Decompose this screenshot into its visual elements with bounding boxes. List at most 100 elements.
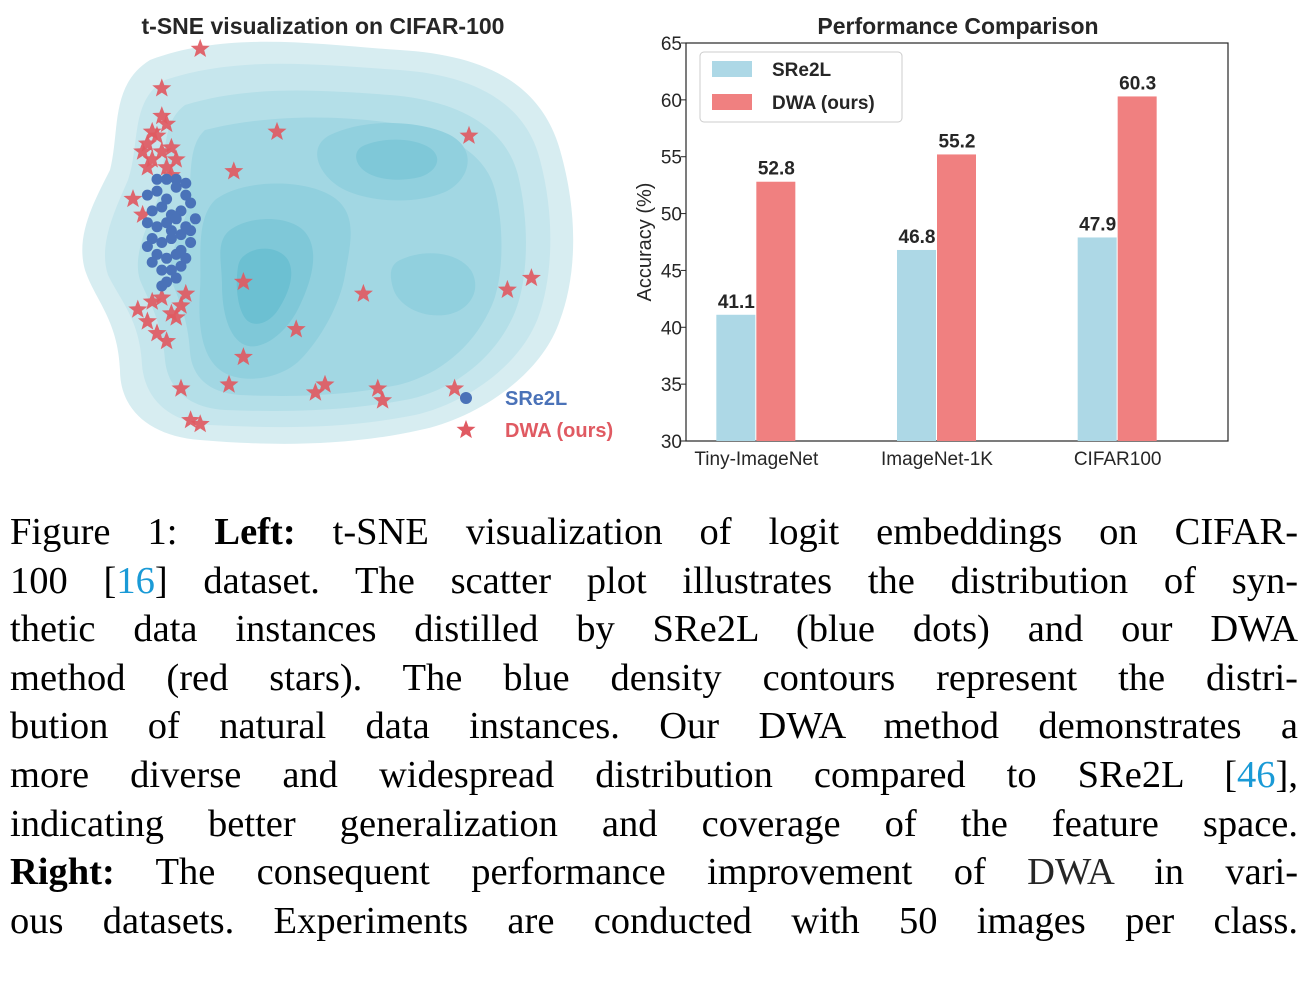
dwa-star-point: [157, 157, 177, 176]
x-tick-label: ImageNet-1K: [881, 449, 993, 470]
figure-svg: t-SNE visualization on CIFAR-100 SRe2L D…: [82, 13, 1229, 470]
y-axis-label: Accuracy (%): [634, 183, 656, 302]
dwa-star-point: [137, 133, 157, 152]
dwa-star-point: [142, 121, 162, 140]
sre2l-dot-point: [180, 189, 192, 201]
bar-chart-panel: Performance Comparison Accuracy (%) 30 35…: [634, 13, 1229, 470]
dwa-star-point: [497, 279, 517, 298]
dwa-star-point: [224, 161, 244, 180]
y-tick-label: 40: [661, 318, 682, 339]
sre2l-dot-point: [161, 173, 173, 185]
caption-line-9: ous datasets. Experiments are conducted …: [10, 899, 1298, 942]
tsne-points: [123, 38, 541, 433]
sre2l-dot-point: [156, 264, 168, 276]
y-tick-label: 65: [661, 34, 682, 55]
caption-line-1: Figure 1: Left: t-SNE visualization of l…: [10, 508, 1298, 557]
sre2l-dot-point: [175, 260, 187, 272]
caption-left-label: Left:: [214, 511, 296, 553]
sre2l-dot-point: [161, 217, 173, 229]
sre2l-dot-point: [151, 221, 163, 233]
tsne-legend-dwa: DWA (ours): [505, 420, 613, 442]
y-tick-label: 30: [661, 432, 682, 453]
caption-line-5: bution of natural data instances. Our DW…: [10, 705, 1298, 748]
caption-text-8b: in vari-: [1154, 851, 1299, 894]
bar-value-label: 47.9: [1079, 214, 1116, 235]
dwa-star-point: [166, 149, 186, 168]
sre2l-dot-point: [185, 197, 197, 209]
density-level-7: [236, 248, 292, 324]
dwa-star-point: [142, 149, 162, 168]
y-tick-label: 60: [661, 91, 682, 112]
dwa-star-point: [128, 299, 148, 318]
legend-swatch-sre2l: [712, 61, 752, 77]
dwa-star-point: [142, 291, 162, 310]
dwa-star-point: [152, 141, 172, 160]
dwa-star-point: [219, 374, 239, 393]
bar-dwa: [756, 181, 796, 441]
bar-axes: 30 35 40 45 50 55 60 65 Tiny-ImageNet ImageNet-1K…: [661, 34, 1229, 470]
legend-swatch-dwa: [712, 94, 752, 110]
caption-text-6: more diverse and widespread distribution…: [10, 753, 1184, 796]
dwa-star-point: [190, 414, 210, 433]
bar-value-label: 55.2: [939, 131, 976, 152]
caption-line-8: Right: The consequent performance improv…: [10, 848, 1298, 897]
dwa-star-point: [521, 268, 541, 287]
x-tick-label: Tiny-ImageNet: [694, 449, 819, 470]
dwa-star-point: [368, 378, 388, 397]
tsne-legend-sre2l: SRe2L: [505, 388, 567, 410]
dwa-star-point: [373, 390, 393, 409]
bar-sre2l: [1077, 237, 1117, 441]
dwa-star-point: [137, 311, 157, 330]
sre2l-dot-point: [170, 213, 182, 225]
sre2l-dot-point: [175, 229, 187, 241]
dwa-star-point: [161, 165, 181, 184]
bar-legend: SRe2L DWA (ours): [699, 51, 903, 123]
dwa-star-point: [161, 303, 181, 322]
sre2l-dot-point: [141, 217, 153, 229]
caption-dwa-word: DWA: [1027, 851, 1113, 894]
sre2l-dot-point: [170, 272, 182, 284]
citation-46-link[interactable]: 46: [1237, 753, 1276, 796]
caption-right-label: Right:: [10, 851, 115, 894]
dwa-star-point: [157, 114, 177, 133]
bar-value-label: 52.8: [758, 159, 795, 180]
bar-chart-title: Performance Comparison: [817, 13, 1098, 39]
bar-dwa: [937, 154, 976, 441]
density-level-5c: [390, 253, 476, 316]
caption-line-7: indicating better generalization and cov…: [10, 802, 1298, 845]
dwa-star-point: [166, 307, 186, 326]
dwa-star-point: [161, 137, 181, 156]
dwa-star-point: [190, 38, 210, 57]
sre2l-dot-point: [146, 205, 158, 217]
caption-text-8: The consequent performance improvement o…: [155, 851, 986, 894]
dwa-star-point: [123, 189, 143, 208]
sre2l-dot-point: [189, 213, 201, 225]
caption-line-2: 100 [16] dataset. The scatter plot illus…: [10, 559, 1299, 602]
dwa-star-point: [233, 272, 253, 291]
bar-dwa: [1117, 96, 1157, 442]
bar-sre2l: [897, 249, 936, 441]
dwa-star-point: [176, 283, 196, 302]
dwa-star-point: [267, 121, 287, 140]
dwa-star-point: [459, 125, 479, 144]
dwa-star-point: [286, 319, 306, 338]
sre2l-dot-point: [151, 185, 163, 197]
caption-text-1: t-SNE visualization of logit embeddings …: [332, 511, 1299, 553]
dwa-star-point: [147, 125, 167, 144]
sre2l-dot-point: [141, 189, 153, 201]
caption-text-2a: 100: [10, 559, 104, 602]
citation-16-link[interactable]: 16: [116, 559, 155, 602]
caption-text-2: dataset. The scatter plot illustrates th…: [203, 559, 1299, 602]
dwa-star-point: [157, 331, 177, 350]
dwa-star-point: [137, 157, 157, 176]
bar-value-label: 46.8: [899, 227, 936, 248]
dwa-star-point: [353, 283, 373, 302]
figure-caption: Figure 1: Left: t-SNE visualization of l…: [10, 508, 1298, 945]
dwa-star-point: [133, 141, 153, 160]
bar-value-label: 60.3: [1119, 73, 1156, 94]
sre2l-dot-point: [151, 173, 163, 185]
sre2l-dot-point: [156, 237, 168, 248]
dwa-star-point: [133, 204, 153, 223]
figure: t-SNE visualization on CIFAR-100 SRe2L D…: [0, 0, 1308, 490]
y-tick-label: 55: [661, 148, 682, 169]
